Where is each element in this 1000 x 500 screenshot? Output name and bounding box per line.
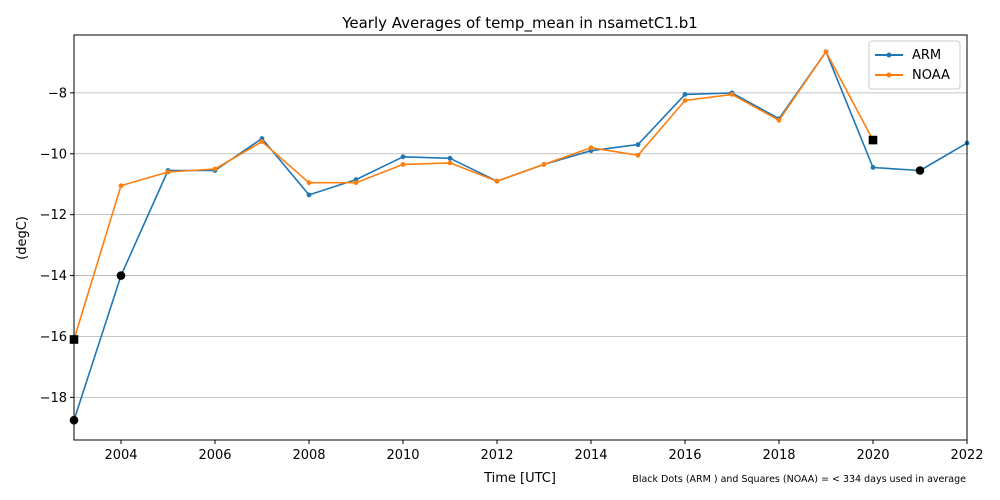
plot-area: [69, 49, 970, 425]
data-point-noaa: [494, 178, 500, 184]
x-axis-label: Time [UTC]: [483, 471, 556, 486]
plot-frame: [73, 34, 968, 441]
data-point-noaa: [306, 180, 312, 186]
legend-marker-noaa: [886, 72, 892, 78]
y-tick-label: −18: [40, 391, 67, 406]
x-tick-label: 2008: [292, 448, 325, 463]
y-tick-label: −12: [40, 208, 67, 223]
data-point-noaa: [776, 117, 782, 123]
x-tick-label: 2012: [480, 448, 513, 463]
data-point-arm: [682, 91, 688, 97]
data-point-noaa: [823, 49, 829, 55]
low-coverage-square-noaa: [868, 135, 878, 145]
y-axis-ticks: −18 −16 −14 −12 −10 −8: [40, 86, 74, 406]
y-tick-label: −10: [40, 147, 67, 162]
legend-label-arm: ARM: [912, 48, 941, 63]
x-tick-label: 2006: [198, 448, 231, 463]
x-tick-label: 2016: [668, 448, 701, 463]
data-point-noaa: [353, 180, 359, 186]
low-coverage-dot-arm: [116, 271, 126, 280]
data-point-noaa: [635, 152, 641, 158]
data-point-noaa: [212, 166, 218, 172]
data-point-noaa: [588, 145, 594, 151]
x-axis-ticks: 2004 2006 2008 2010 2012 2014 2016 2018 2020 2022: [104, 440, 984, 463]
x-tick-label: 2010: [386, 448, 419, 463]
x-tick-label: 2004: [104, 448, 137, 463]
data-point-arm: [306, 192, 312, 198]
data-point-arm: [400, 154, 406, 160]
x-tick-label: 2022: [950, 448, 983, 463]
data-point-noaa: [729, 91, 735, 97]
series-line-noaa: [73, 50, 874, 340]
chart-title: Yearly Averages of temp_mean in nsametC1…: [341, 14, 698, 33]
y-axis-label: (degC): [15, 216, 30, 260]
x-tick-label: 2018: [762, 448, 795, 463]
x-tick-label: 2014: [574, 448, 607, 463]
series-line-arm: [73, 50, 968, 421]
legend-box: [868, 40, 961, 90]
legend-marker-arm: [886, 52, 892, 58]
data-point-noaa: [259, 139, 265, 144]
data-point-noaa: [400, 162, 406, 167]
y-tick-label: −14: [40, 269, 67, 284]
y-tick-label: −8: [48, 86, 67, 101]
low-coverage-dot-arm: [915, 166, 925, 175]
y-tick-label: −16: [40, 330, 67, 345]
legend-label-noaa: NOAA: [912, 68, 950, 83]
data-point-noaa: [447, 160, 453, 166]
data-point-noaa: [165, 169, 171, 175]
data-point-noaa: [541, 162, 547, 167]
data-point-noaa: [682, 98, 688, 103]
data-point-arm: [870, 165, 876, 170]
data-point-arm: [447, 155, 453, 161]
grid-lines: [74, 92, 967, 398]
data-point-arm: [635, 142, 641, 148]
legend: ARM NOAA: [868, 40, 961, 90]
x-tick-label: 2020: [856, 448, 889, 463]
footnote: Black Dots (ARM ) and Squares (NOAA) = <…: [632, 474, 966, 485]
data-point-noaa: [118, 183, 124, 189]
